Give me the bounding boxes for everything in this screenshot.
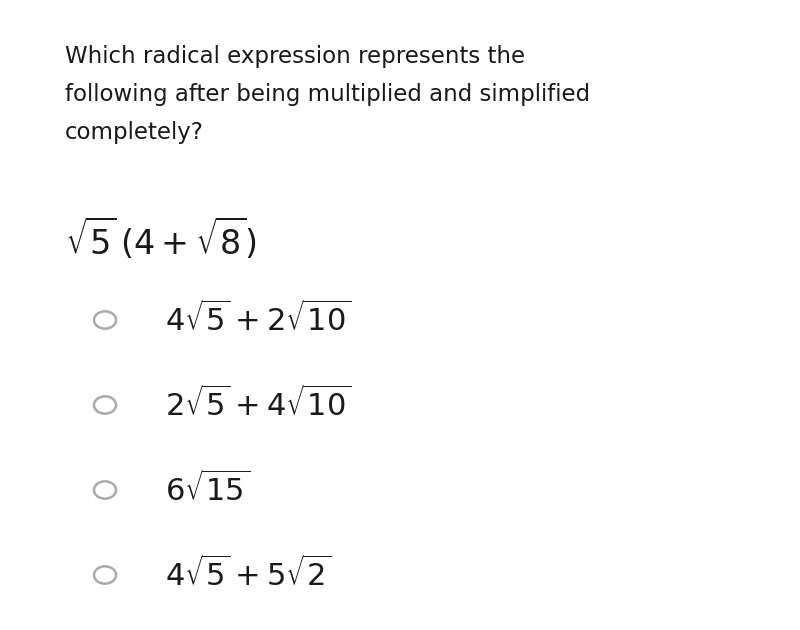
Text: $2\sqrt{5} + 4\sqrt{10}$: $2\sqrt{5} + 4\sqrt{10}$ [165, 387, 351, 423]
Text: following after being multiplied and simplified: following after being multiplied and sim… [65, 83, 590, 106]
Text: $4\sqrt{5} + 2\sqrt{10}$: $4\sqrt{5} + 2\sqrt{10}$ [165, 302, 351, 338]
Text: Which radical expression represents the: Which radical expression represents the [65, 45, 525, 68]
Text: $4\sqrt{5} + 5\sqrt{2}$: $4\sqrt{5} + 5\sqrt{2}$ [165, 557, 332, 593]
Text: completely?: completely? [65, 121, 204, 144]
Text: $\sqrt{5}\,(4 + \sqrt{8})$: $\sqrt{5}\,(4 + \sqrt{8})$ [65, 215, 257, 261]
Text: $6\sqrt{15}$: $6\sqrt{15}$ [165, 472, 250, 508]
